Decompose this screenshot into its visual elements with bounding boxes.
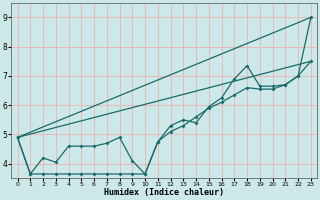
X-axis label: Humidex (Indice chaleur): Humidex (Indice chaleur) [104,188,224,197]
